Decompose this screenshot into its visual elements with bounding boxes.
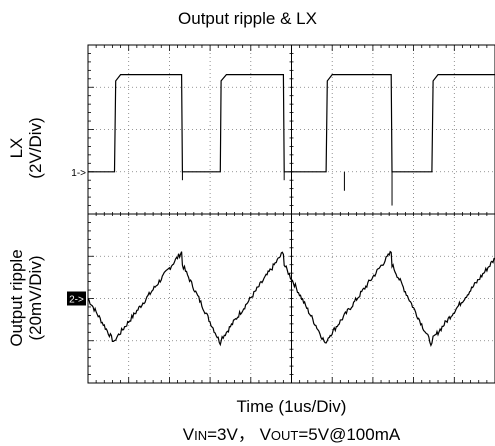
vin-value: =3V， xyxy=(207,425,260,444)
vout-subscript: OUT xyxy=(270,428,299,443)
chart-title: Output ripple & LX xyxy=(178,9,317,28)
lx-waveform xyxy=(88,74,495,173)
ripple-channel-marker-box xyxy=(67,291,86,306)
test-conditions: VIN=3V， VOUT=5V@100mA xyxy=(88,420,495,445)
ripple-channel-marker: 2-> xyxy=(69,295,84,306)
vin-letter: V xyxy=(182,425,195,444)
vout-value: =5V@100mA xyxy=(298,425,401,444)
ripple-waveform xyxy=(87,250,495,348)
vin-subscript: IN xyxy=(194,428,208,443)
x-axis-label: Time (1us/Div) xyxy=(236,397,347,416)
plot-frame xyxy=(87,44,495,384)
vout-letter: V xyxy=(259,425,271,444)
lx-channel-marker: 1-> xyxy=(71,168,86,179)
